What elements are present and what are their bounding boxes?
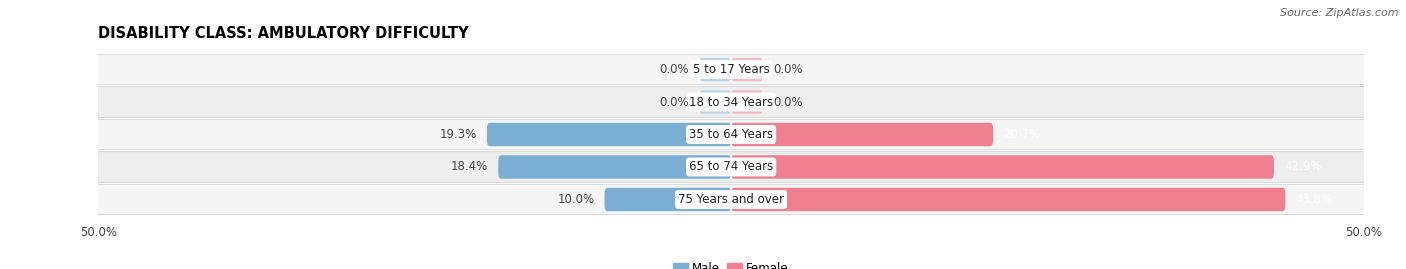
Text: 0.0%: 0.0% xyxy=(773,63,803,76)
Text: 10.0%: 10.0% xyxy=(557,193,595,206)
FancyBboxPatch shape xyxy=(498,155,731,179)
Text: 18 to 34 Years: 18 to 34 Years xyxy=(689,95,773,108)
Text: 42.9%: 42.9% xyxy=(1284,161,1322,174)
Text: 0.0%: 0.0% xyxy=(659,95,689,108)
FancyBboxPatch shape xyxy=(91,184,1369,215)
FancyBboxPatch shape xyxy=(91,54,1369,85)
FancyBboxPatch shape xyxy=(91,119,1369,150)
FancyBboxPatch shape xyxy=(731,155,1274,179)
FancyBboxPatch shape xyxy=(605,188,731,211)
FancyBboxPatch shape xyxy=(91,152,1369,182)
Text: 0.0%: 0.0% xyxy=(659,63,689,76)
Text: DISABILITY CLASS: AMBULATORY DIFFICULTY: DISABILITY CLASS: AMBULATORY DIFFICULTY xyxy=(98,26,470,41)
Legend: Male, Female: Male, Female xyxy=(669,258,793,269)
Text: 75 Years and over: 75 Years and over xyxy=(678,193,785,206)
FancyBboxPatch shape xyxy=(91,87,1369,117)
FancyBboxPatch shape xyxy=(699,58,731,81)
FancyBboxPatch shape xyxy=(731,90,762,114)
Text: 0.0%: 0.0% xyxy=(773,95,803,108)
FancyBboxPatch shape xyxy=(731,58,762,81)
Text: 19.3%: 19.3% xyxy=(440,128,477,141)
Text: 35 to 64 Years: 35 to 64 Years xyxy=(689,128,773,141)
Text: 65 to 74 Years: 65 to 74 Years xyxy=(689,161,773,174)
FancyBboxPatch shape xyxy=(486,123,731,146)
FancyBboxPatch shape xyxy=(731,123,993,146)
FancyBboxPatch shape xyxy=(699,90,731,114)
Text: 43.8%: 43.8% xyxy=(1295,193,1333,206)
Text: 5 to 17 Years: 5 to 17 Years xyxy=(693,63,769,76)
Text: 20.7%: 20.7% xyxy=(1002,128,1040,141)
FancyBboxPatch shape xyxy=(731,188,1285,211)
Text: 18.4%: 18.4% xyxy=(451,161,488,174)
Text: Source: ZipAtlas.com: Source: ZipAtlas.com xyxy=(1281,8,1399,18)
